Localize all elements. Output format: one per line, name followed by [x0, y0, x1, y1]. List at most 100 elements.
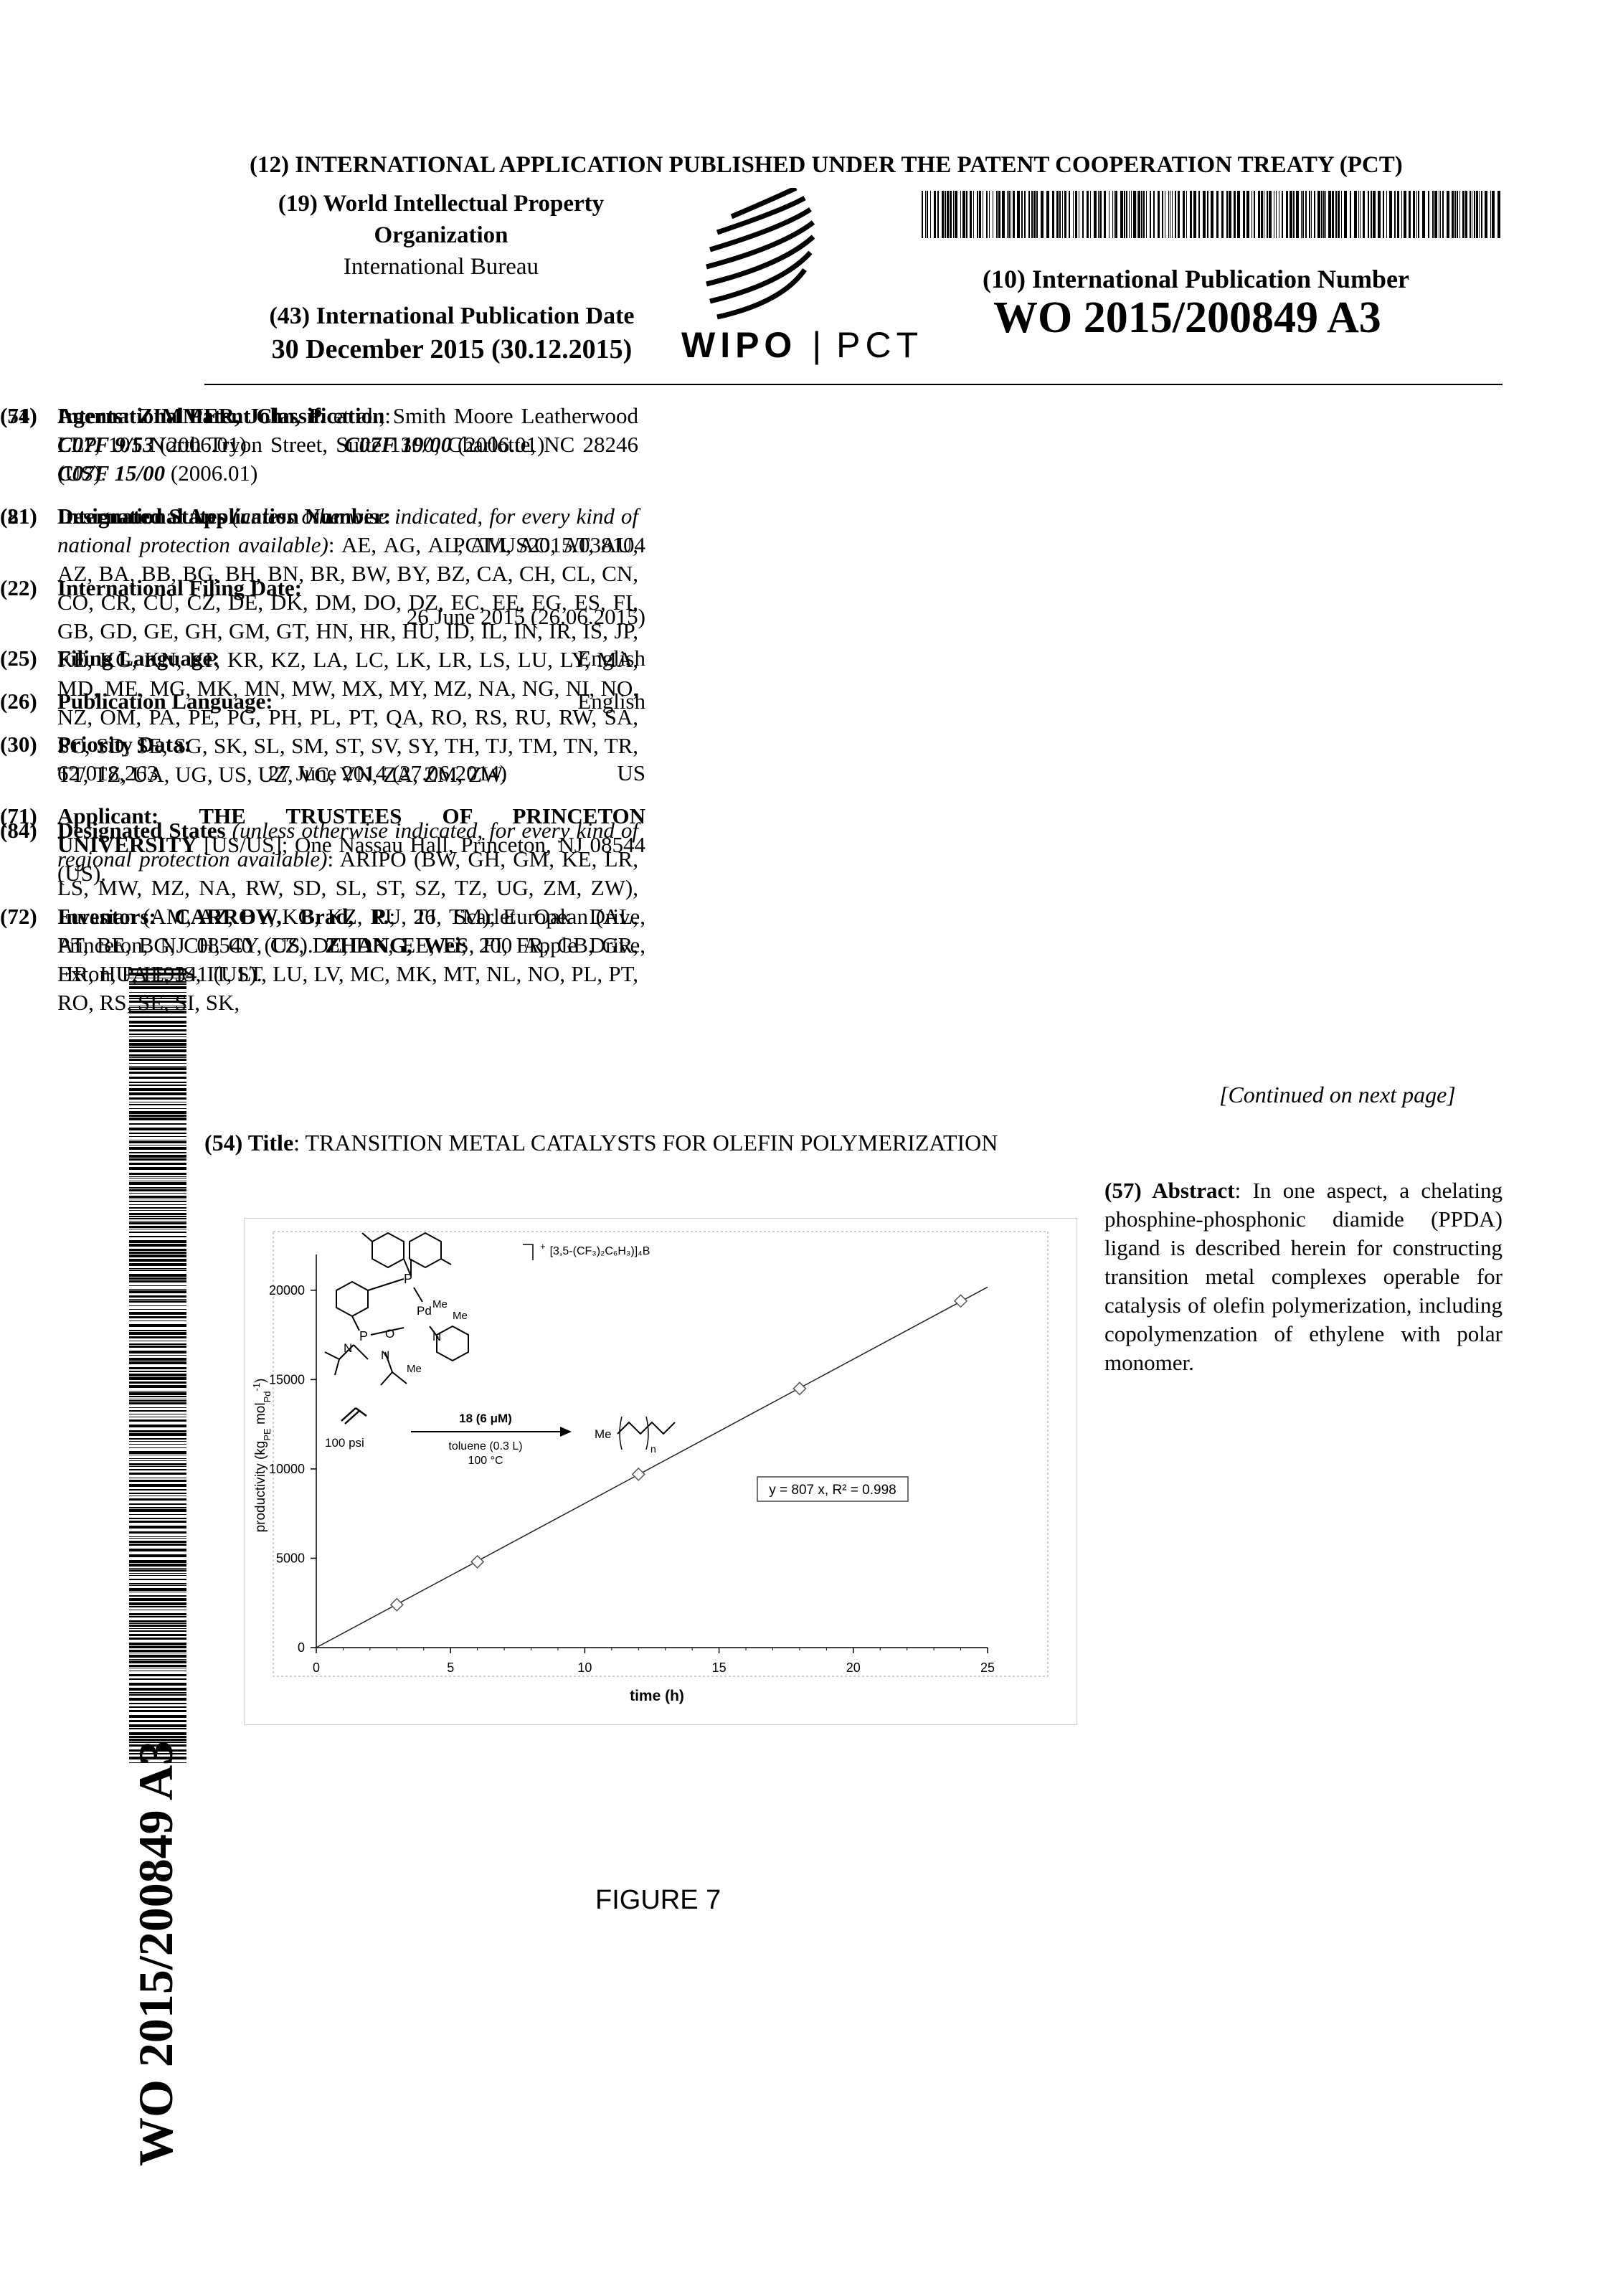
barcode-bar-41 [129, 1115, 186, 1117]
publication-number: WO 2015/200849 A3 [993, 293, 1381, 342]
barcode-bar-30 [1017, 191, 1020, 238]
barcode-bar-91 [1229, 191, 1231, 238]
x-tick-label-0: 0 [313, 1660, 320, 1675]
barcode-bar-180 [129, 1606, 186, 1607]
barcode-bar-188 [129, 1630, 186, 1632]
barcode-bar-178 [129, 1598, 186, 1601]
ethylene-icon [341, 1407, 367, 1425]
barcode-bar-152 [1440, 191, 1441, 238]
barcode-bar-146 [1418, 191, 1419, 238]
barcode-bar-135 [129, 1444, 186, 1445]
barcode-bar-172 [129, 1579, 186, 1580]
barcode-bar-157 [129, 1521, 186, 1523]
barcode-bar-158 [129, 1526, 186, 1529]
barcode-bar-39 [129, 1108, 186, 1109]
barcode-bar-87 [1211, 191, 1213, 238]
barcode-bar-128 [1354, 191, 1357, 238]
atom-me2-label: Me [453, 1310, 468, 1322]
barcode-bar-19 [129, 1036, 186, 1037]
product-methyl-label: Me [595, 1427, 612, 1441]
barcode-bar-148 [1428, 191, 1429, 238]
data-point-3 [792, 1381, 807, 1396]
barcode-bar-56 [129, 1173, 186, 1175]
barcode-bar-126 [1344, 191, 1347, 238]
barcode-bar-165 [1479, 191, 1480, 238]
barcode-bar-173 [129, 1583, 186, 1584]
barcode-bar-189 [129, 1634, 186, 1636]
barcode-bar-168 [129, 1568, 186, 1569]
barcode-bar-57 [129, 1176, 186, 1177]
barcode-bar-71 [1153, 191, 1155, 238]
atom-n2-label: N [344, 1341, 352, 1355]
barcode-bar-15 [129, 1021, 186, 1024]
atom-o-label: O [385, 1327, 394, 1341]
barcode-bar-12 [960, 191, 961, 238]
barcode-bar-102 [129, 1324, 186, 1327]
barcode-bar-21 [129, 1043, 186, 1046]
barcode-bar-149 [129, 1493, 186, 1494]
field-81-label: Designated States [57, 504, 226, 529]
barcode-bar-103 [129, 1330, 186, 1331]
barcode-bar-64 [1133, 191, 1136, 238]
field-72-number: (72) [0, 904, 37, 929]
barcode-bar-9 [129, 1001, 186, 1003]
barcode-bar-24 [998, 191, 1000, 238]
barcode-bar-147 [1422, 191, 1425, 238]
y-tick-label-4: 20000 [269, 1283, 305, 1298]
barcode-bar-5 [129, 986, 186, 989]
fit-line [316, 1286, 988, 1648]
barcode-bar-198 [129, 1665, 186, 1667]
barcode-bar-108 [1290, 191, 1292, 238]
barcode-bar-78 [129, 1236, 186, 1237]
barcode-bar-79 [1178, 191, 1180, 238]
barcode-bar-142 [129, 1466, 186, 1467]
publication-date-value: 30 December 2015 (30.12.2015) [271, 334, 633, 364]
barcode-bar-116 [129, 1377, 186, 1380]
field-22-value: 26 June 2015 (26.06.2015) [406, 604, 645, 629]
barcode-bar-4 [934, 191, 936, 238]
inventor-1-address: ; 26 Scarlet Oak Drive, Princeton, NJ 08… [57, 904, 645, 958]
y-tick-label-3: 15000 [269, 1372, 305, 1386]
barcode-bar-137 [129, 1451, 186, 1454]
barcode-bar-168 [1490, 191, 1491, 238]
barcode-bar-139 [129, 1458, 186, 1459]
barcode-bar-98 [129, 1309, 186, 1310]
barcode-bar-20 [986, 191, 988, 238]
barcode-bar-82 [129, 1252, 186, 1254]
barcode-bar-43 [129, 1123, 186, 1125]
barcode-bar-113 [129, 1367, 186, 1369]
barcode-bar-119 [129, 1391, 186, 1392]
counter-anion-label: + [3,5-(CF₃)₂C₆H₃)]₄B [540, 1241, 650, 1258]
barcode-bar-153 [129, 1507, 186, 1508]
barcode-bar-154 [129, 1509, 186, 1512]
barcode-bar-2 [927, 191, 928, 238]
barcode-bar-63 [1131, 191, 1132, 238]
barcode-bar-134 [129, 1441, 186, 1442]
polymer-chain-icon [617, 1421, 676, 1435]
barcode-bar-107 [129, 1343, 186, 1345]
barcode-bar-106 [1282, 191, 1283, 238]
field-71-number: (71) [0, 803, 37, 828]
barcode-bar-27 [129, 1063, 186, 1064]
barcode-bar-94 [129, 1295, 186, 1298]
barcode-bar-212 [129, 1720, 186, 1722]
priority-date: 27 June 2014 (27.06.2014) [268, 760, 507, 785]
barcode-bar-1 [925, 191, 926, 238]
field-74-number: (74) [0, 403, 37, 428]
inventor-1-name: CARROW, Brad, P. [174, 904, 389, 929]
field-30: (30) Priority Data: 62/018,263 27 June 2… [0, 730, 645, 788]
field-25-number: (25) [0, 646, 37, 671]
barcode-bar-15 [970, 191, 972, 238]
barcode-bar-3 [129, 981, 186, 983]
barcode-bar-120 [129, 1392, 186, 1395]
field-74-label: Agents: [57, 403, 131, 428]
barcode-bar-56 [1112, 191, 1113, 238]
barcode-bar-104 [1276, 191, 1277, 238]
barcode-bar-99 [1261, 191, 1263, 238]
barcode-bar-166 [1481, 191, 1482, 238]
barcode-bar-144 [1413, 191, 1415, 238]
barcode-bar-40 [129, 1111, 186, 1114]
field-51-number: (51) [0, 403, 37, 428]
barcode-bar-104 [129, 1332, 186, 1335]
barcode-bar-60 [1124, 191, 1125, 238]
